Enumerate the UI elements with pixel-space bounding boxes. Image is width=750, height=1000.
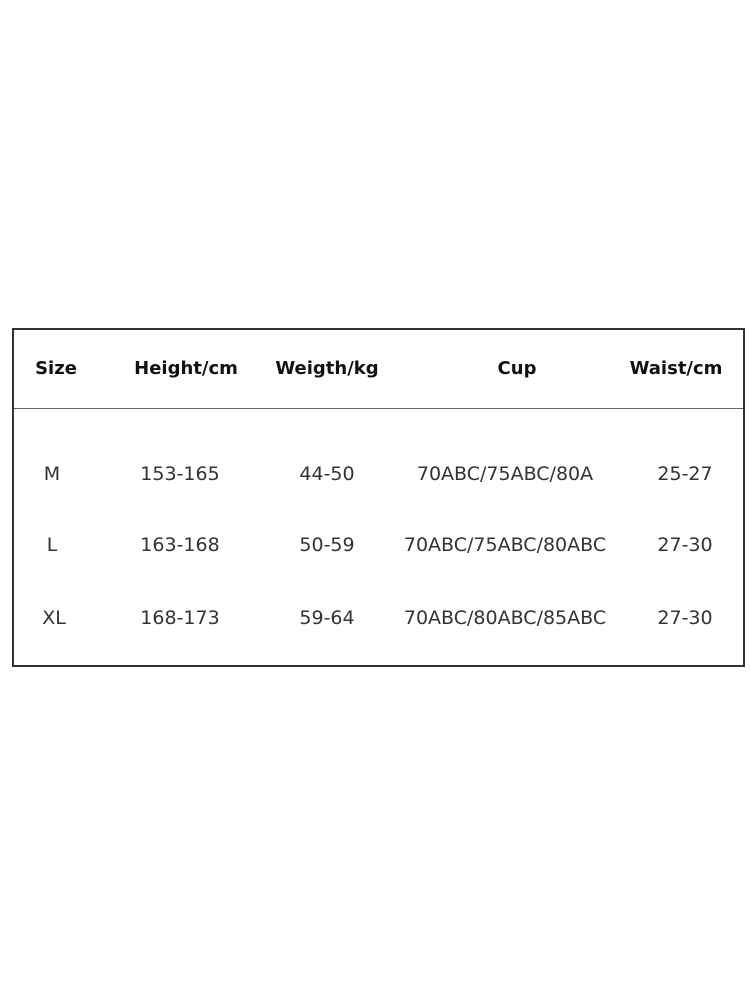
table-cell: 25-27 [657, 463, 713, 485]
header-cell: Weigth/kg [275, 358, 379, 379]
table-cell: 27-30 [657, 534, 713, 556]
table-cell: 70ABC/80ABC/85ABC [403, 607, 607, 629]
table-cell: 44-50 [299, 463, 355, 485]
table-cell: XL [42, 607, 66, 629]
table-cell: M [43, 463, 61, 485]
header-cell: Size [35, 358, 77, 379]
table-header: Size Height/cm Weigth/kg Cup Waist/cm [14, 330, 743, 409]
header-cell: Cup [497, 358, 537, 379]
table-cell: 50-59 [299, 534, 355, 556]
header-cell: Waist/cm [629, 358, 723, 379]
size-table: Size Height/cm Weigth/kg Cup Waist/cm M 153-1… [12, 328, 745, 667]
table-cell: L [46, 534, 58, 556]
table-cell: 153-165 [140, 463, 220, 485]
table-cell: 70ABC/75ABC/80ABC [403, 534, 607, 556]
table-cell: 59-64 [299, 607, 355, 629]
table-cell: 163-168 [140, 534, 220, 556]
table-cell: 70ABC/75ABC/80A [416, 463, 594, 485]
table-cell: 168-173 [140, 607, 220, 629]
header-cell: Height/cm [134, 358, 238, 379]
table-cell: 27-30 [657, 607, 713, 629]
